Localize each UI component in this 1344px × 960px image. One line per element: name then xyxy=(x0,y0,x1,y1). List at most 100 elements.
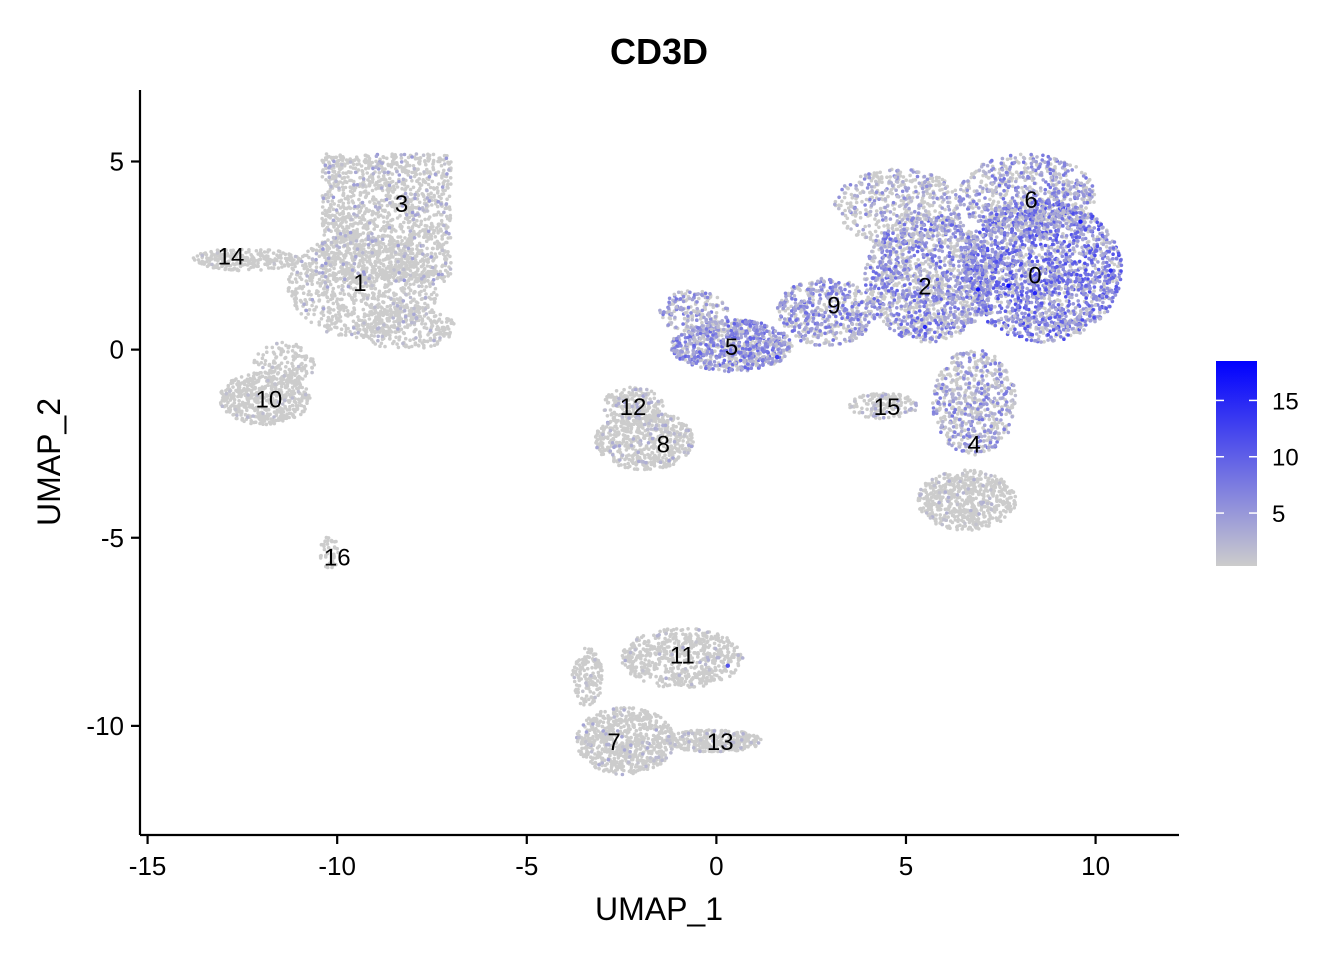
cell-point xyxy=(412,297,416,302)
cell-point xyxy=(331,169,335,174)
cell-point xyxy=(425,246,429,251)
cell-point xyxy=(332,266,336,271)
cell-point xyxy=(857,229,861,234)
cell-point xyxy=(336,302,340,307)
cell-point xyxy=(344,272,349,276)
cell-point xyxy=(271,370,276,374)
cell-point xyxy=(269,417,273,421)
cell-point xyxy=(388,333,392,338)
cell-point xyxy=(448,207,452,212)
cell-point xyxy=(843,220,847,225)
cell-point xyxy=(365,171,370,175)
cell-point xyxy=(359,164,364,168)
cell-point xyxy=(340,283,345,288)
cell-point xyxy=(842,195,847,200)
cell-point xyxy=(388,246,392,251)
cell-point xyxy=(320,309,325,314)
cell-point xyxy=(346,246,350,251)
cell-point xyxy=(408,282,413,287)
cell-point xyxy=(285,360,290,365)
cell-point xyxy=(377,302,381,306)
cell-point xyxy=(358,190,363,195)
cell-point xyxy=(327,305,331,310)
cell-point xyxy=(429,251,434,256)
cell-point xyxy=(892,212,896,216)
cell-point xyxy=(372,324,377,329)
cell-point xyxy=(386,211,391,215)
cell-point xyxy=(321,266,326,271)
cell-point xyxy=(301,409,305,414)
cell-point xyxy=(409,192,414,197)
cell-point xyxy=(328,282,333,287)
cell-point xyxy=(380,311,384,315)
cell-point xyxy=(342,253,346,258)
cell-point xyxy=(443,188,448,193)
cell-point xyxy=(230,403,234,408)
cell-point xyxy=(1068,191,1073,196)
cell-point xyxy=(265,250,270,254)
cell-point xyxy=(400,261,404,266)
cell-point xyxy=(428,195,433,199)
cell-point xyxy=(240,409,244,414)
cell-point xyxy=(383,285,387,290)
cell-point xyxy=(297,286,301,290)
cell-point xyxy=(416,307,420,312)
cell-point xyxy=(412,174,417,179)
cell-point xyxy=(353,166,358,170)
cell-point xyxy=(438,156,442,160)
cell-point xyxy=(364,207,369,211)
cell-point xyxy=(335,164,340,168)
cell-point xyxy=(327,154,331,159)
cell-point xyxy=(1084,206,1088,210)
cell-point xyxy=(339,217,343,221)
cell-point xyxy=(300,361,304,366)
cell-point xyxy=(423,231,427,235)
cell-point xyxy=(283,355,288,360)
cell-point xyxy=(892,207,897,211)
cell-point xyxy=(417,181,422,186)
cell-point xyxy=(359,247,364,252)
cell-point xyxy=(877,219,881,223)
cell-point xyxy=(407,260,412,265)
cell-point xyxy=(445,317,449,321)
cell-point xyxy=(954,330,958,334)
cell-point xyxy=(224,409,229,414)
cell-point xyxy=(331,254,336,259)
cell-point xyxy=(278,414,283,419)
cell-point xyxy=(302,354,307,359)
cell-point xyxy=(249,265,253,270)
cell-point xyxy=(317,254,322,259)
cell-point xyxy=(326,299,330,304)
cell-point xyxy=(309,357,313,361)
cell-point xyxy=(399,327,404,332)
cell-point xyxy=(848,201,853,205)
cell-point xyxy=(357,197,361,202)
cell-point xyxy=(393,272,398,277)
cell-point xyxy=(958,301,963,305)
cell-point xyxy=(429,191,433,195)
cell-point xyxy=(259,415,263,420)
cell-point xyxy=(383,229,387,233)
cell-point xyxy=(341,188,346,192)
cell-point xyxy=(443,327,447,332)
cell-point xyxy=(309,293,313,297)
cell-point xyxy=(338,332,343,336)
cell-point xyxy=(306,312,311,316)
cell-point xyxy=(420,321,424,326)
cell-point xyxy=(877,225,881,230)
cell-point xyxy=(363,242,367,246)
cell-point xyxy=(405,239,410,243)
cell-point xyxy=(388,176,392,181)
cell-point xyxy=(942,283,947,287)
cell-point xyxy=(362,314,367,319)
cell-point xyxy=(416,248,421,253)
cell-point xyxy=(376,297,380,302)
cell-point xyxy=(445,197,449,201)
cell-point xyxy=(379,341,384,346)
cell-point xyxy=(881,319,886,324)
cell-point xyxy=(1089,300,1094,304)
cell-point xyxy=(858,215,863,220)
cell-point xyxy=(374,242,379,247)
cell-point xyxy=(345,309,350,313)
